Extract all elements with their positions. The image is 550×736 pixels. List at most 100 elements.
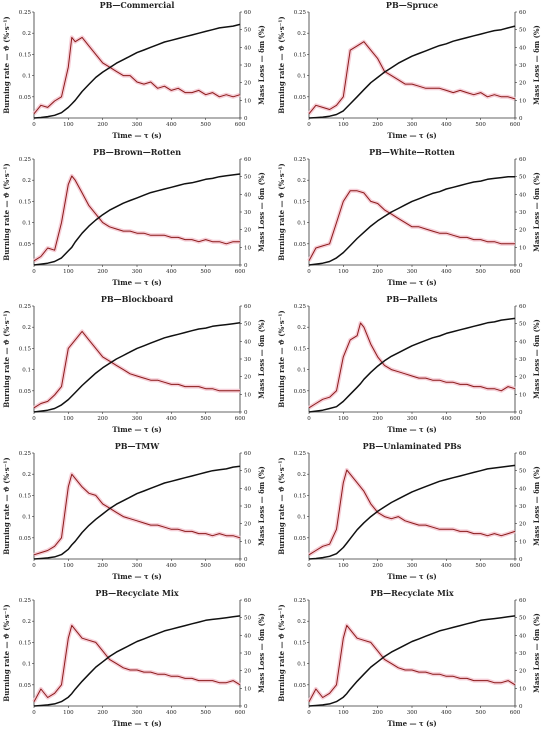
x-tick-label: 0: [307, 710, 311, 716]
y-left-tick-label: 0.25: [19, 598, 32, 604]
x-tick-label: 200: [97, 563, 108, 569]
y-right-tick-label: 0: [244, 263, 248, 269]
mass-loss-line: [308, 25, 516, 119]
y-right-tick-label: 40: [244, 45, 251, 51]
y-left-tick-label: 0.05: [19, 389, 32, 395]
x-tick-label: 100: [338, 563, 349, 569]
x-tick-label: 100: [63, 416, 74, 422]
x-tick-label: 100: [338, 122, 349, 128]
x-tick-label: 400: [166, 416, 177, 422]
x-tick-label: 300: [407, 269, 418, 275]
y-left-tick-label: 0.25: [19, 10, 32, 16]
x-axis-label: Time — τ (s): [112, 278, 161, 287]
y-axis-left-label: Burning rate — ϑ (%·s⁻¹): [277, 16, 286, 113]
y-axis-right-label: Mass Loss — δm (%): [532, 613, 541, 693]
x-axis-label: Time — τ (s): [112, 719, 161, 728]
y-left-tick-label: 0.25: [294, 304, 307, 310]
x-axis-label: Time — τ (s): [112, 572, 161, 581]
x-tick-label: 500: [475, 563, 486, 569]
y-left-tick-label: 0.15: [19, 346, 32, 352]
x-tick-label: 200: [97, 122, 108, 128]
y-left-tick-label: 0.1: [22, 368, 31, 374]
y-right-tick-label: 0: [244, 116, 248, 122]
mass-loss-line: [33, 322, 241, 413]
y-right-tick-label: 40: [519, 339, 526, 345]
x-tick-label: 0: [32, 563, 36, 569]
y-right-tick-label: 40: [519, 633, 526, 639]
y-right-tick-label: 50: [244, 469, 251, 475]
y-right-tick-label: 20: [519, 375, 526, 381]
y-right-tick-label: 40: [519, 486, 526, 492]
x-tick-label: 400: [166, 563, 177, 569]
x-tick-label: 500: [200, 710, 211, 716]
y-axis-left-label: Burning rate — ϑ (%·s⁻¹): [2, 16, 11, 113]
y-left-tick-label: 0.25: [294, 157, 307, 163]
burning-rate-line: [33, 330, 240, 409]
y-right-tick-label: 10: [519, 686, 526, 692]
y-left-tick-label: 0.2: [22, 619, 31, 625]
y-left-tick-label: 0.25: [19, 451, 32, 457]
y-right-tick-label: 50: [519, 175, 526, 181]
chart-title: PB—Recyclate Mix: [95, 588, 179, 598]
chart-title: PB—Recyclate Mix: [370, 588, 454, 598]
y-left-tick-label: 0.2: [297, 619, 306, 625]
x-tick-label: 400: [441, 563, 452, 569]
x-tick-label: 600: [510, 416, 521, 422]
x-tick-label: 500: [200, 563, 211, 569]
y-left-tick-label: 0.05: [294, 95, 307, 101]
y-left-tick-label: 0.1: [297, 74, 306, 80]
x-tick-label: 300: [132, 563, 143, 569]
x-tick-label: 100: [338, 416, 349, 422]
y-left-tick-label: 0.05: [294, 242, 307, 248]
x-axis-label: Time — τ (s): [387, 719, 436, 728]
y-left-tick-label: 0.2: [22, 325, 31, 331]
y-left-tick-label: 0.25: [294, 598, 307, 604]
y-right-tick-label: 0: [519, 557, 523, 563]
y-left-tick-label: 0.2: [297, 31, 306, 37]
y-right-tick-label: 50: [519, 616, 526, 622]
y-left-tick-label: 0.1: [297, 221, 306, 227]
y-left-tick-label: 0.1: [22, 74, 31, 80]
y-left-tick-label: 0.1: [297, 515, 306, 521]
y-right-tick-label: 60: [519, 304, 526, 310]
y-right-tick-label: 50: [519, 322, 526, 328]
y-left-tick-label: 0.05: [294, 536, 307, 542]
x-axis-label: Time — τ (s): [387, 572, 436, 581]
mass-loss-line: [308, 175, 515, 266]
burning-rate-line: [308, 624, 516, 703]
y-left-tick-label: 0.05: [19, 95, 32, 101]
x-tick-label: 300: [407, 122, 418, 128]
x-tick-label: 500: [475, 710, 486, 716]
y-axis-left-label: Burning rate — ϑ (%·s⁻¹): [2, 604, 11, 701]
x-tick-label: 100: [63, 269, 74, 275]
y-left-tick-label: 0.05: [19, 242, 32, 248]
y-right-tick-label: 40: [519, 192, 526, 198]
y-left-tick-label: 0.25: [294, 451, 307, 457]
y-left-tick-label: 0.05: [19, 536, 32, 542]
y-right-tick-label: 10: [244, 245, 251, 251]
y-right-tick-label: 0: [244, 410, 248, 416]
x-tick-label: 300: [132, 269, 143, 275]
y-right-tick-label: 60: [244, 304, 251, 310]
burning-rate-band: [307, 39, 516, 116]
y-right-tick-label: 50: [244, 175, 251, 181]
burning-rate-line: [33, 36, 241, 115]
y-left-tick-label: 0.15: [294, 640, 307, 646]
y-right-tick-label: 60: [519, 598, 526, 604]
y-right-tick-label: 60: [519, 451, 526, 457]
x-tick-label: 500: [200, 416, 211, 422]
y-left-tick-label: 0.25: [294, 10, 307, 16]
x-tick-label: 500: [200, 122, 211, 128]
x-axis-label: Time — τ (s): [387, 425, 436, 434]
burning-rate-line: [308, 469, 516, 556]
x-tick-label: 300: [132, 710, 143, 716]
x-tick-label: 200: [97, 416, 108, 422]
y-axis-left-label: Burning rate — ϑ (%·s⁻¹): [2, 163, 11, 260]
x-tick-label: 0: [32, 122, 36, 128]
y-axis-right-label: Mass Loss — δm (%): [257, 466, 266, 546]
x-tick-label: 0: [307, 269, 311, 275]
